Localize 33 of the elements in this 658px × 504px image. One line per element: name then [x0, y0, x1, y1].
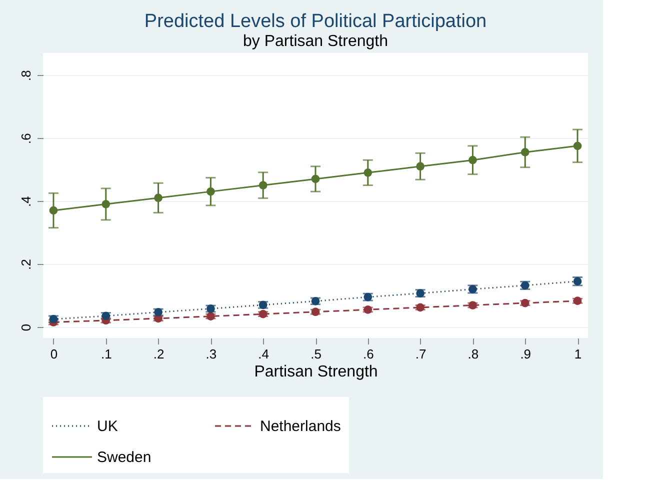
x-tick-label: .5 — [310, 346, 322, 362]
point — [364, 168, 372, 177]
point — [311, 174, 320, 184]
x-tick-label: .2 — [153, 346, 164, 362]
point — [49, 206, 58, 215]
point — [573, 142, 582, 150]
y-tick-label: .8 — [18, 70, 34, 81]
x-tick-label: .6 — [362, 346, 374, 362]
y-tick-label: .6 — [18, 133, 34, 144]
chart-subtitle: by Partisan Strength — [243, 33, 388, 50]
x-tick-label: 1 — [574, 346, 582, 362]
y-tick-label: 0 — [18, 324, 34, 332]
y-tick-label: .2 — [18, 259, 34, 270]
x-tick-label: .7 — [415, 346, 426, 362]
point — [102, 200, 110, 208]
chart-title: Predicted Levels of Political Participation — [144, 11, 487, 32]
x-tick-label: .3 — [206, 346, 217, 362]
legend-label: Sweden — [97, 449, 152, 466]
x-tick-label: .1 — [100, 346, 112, 362]
x-tick-label: .4 — [258, 346, 270, 362]
point — [468, 156, 477, 164]
point — [416, 162, 424, 171]
point — [258, 181, 268, 190]
point — [154, 194, 162, 202]
point — [206, 187, 215, 196]
legend-label: UK — [97, 418, 118, 435]
x-tick-label: .9 — [520, 346, 532, 362]
y-tick-label: .4 — [18, 196, 34, 207]
x-tick-label: 0 — [50, 346, 58, 362]
point — [520, 148, 530, 156]
x-tick-label: .8 — [468, 346, 479, 362]
legend-label: Netherlands — [260, 418, 341, 435]
x-axis-title: Partisan Strength — [254, 364, 378, 380]
